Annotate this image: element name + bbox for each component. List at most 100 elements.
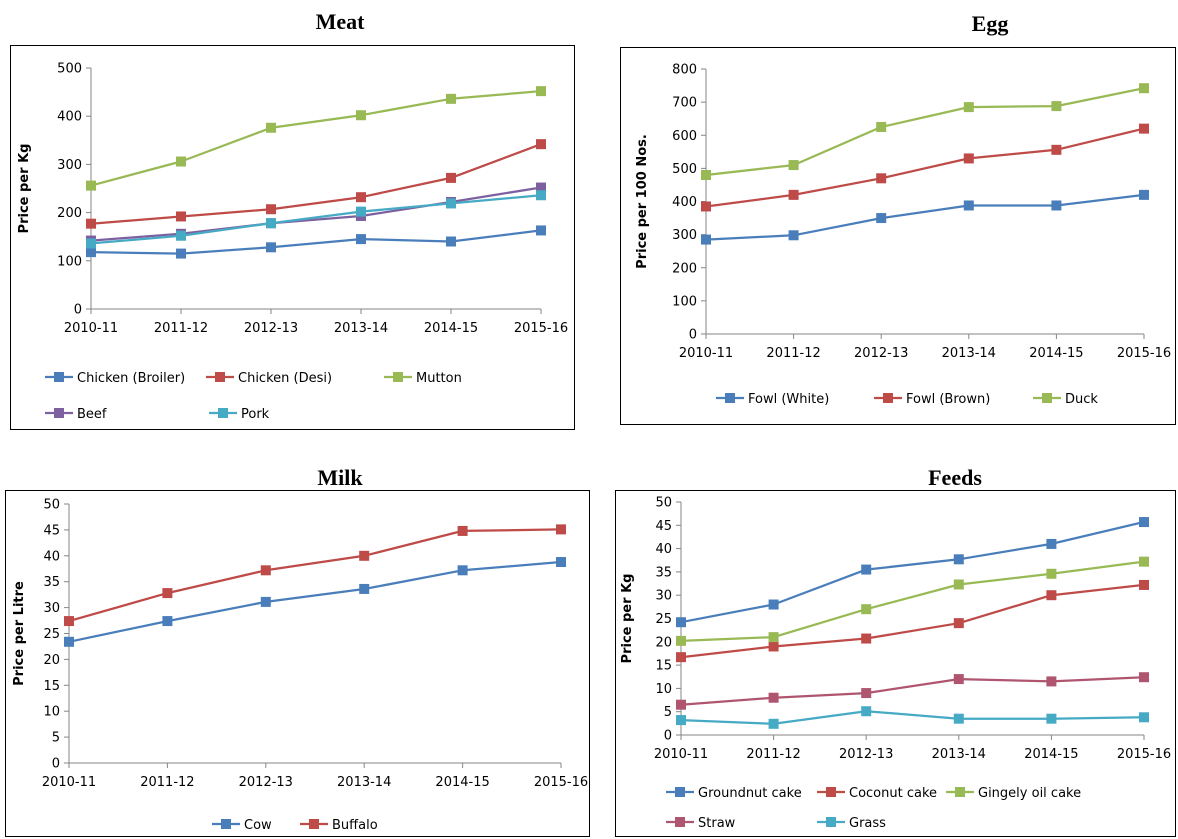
meat-point-mutton (176, 156, 186, 167)
meat-y-tick-label: 0 (74, 303, 82, 318)
egg-x-tick-label: 2014-15 (1029, 346, 1083, 361)
milk-y-tick-label: 5 (52, 731, 60, 746)
milk-y-tick-label: 25 (43, 627, 60, 642)
egg-chart-panel: 0 100 200 300 400 500 600 700 800 2010-11 2011-12 2… (620, 47, 1176, 425)
milk-y-tick-label: 50 (43, 498, 60, 513)
egg-y-tick-label: 300 (672, 228, 697, 243)
meat-point-chicken-desi (266, 204, 276, 215)
egg-point-fowl-brown (876, 173, 887, 184)
milk-x-tick-label: 2014-15 (435, 775, 489, 790)
meat-y-tick-label: 200 (57, 206, 82, 221)
feeds-legend-label-groundnut-cake: Groundnut cake (698, 786, 802, 801)
milk-chart: 0 5 10 15 20 25 30 35 40 45 50 2010-11 2011-12 2012-1… (12, 498, 588, 834)
feeds-legend-marker-straw (675, 817, 685, 827)
feeds-point-gingely-oil-cake (1046, 568, 1057, 579)
egg-legend-label-fowl-white: Fowl (White) (748, 392, 829, 407)
milk-legend-label-cow: Cow (244, 818, 272, 833)
egg-point-fowl-brown (963, 153, 974, 164)
egg-x-tick-label: 2010-11 (679, 346, 733, 361)
feeds-y-tick-label: 40 (655, 542, 672, 557)
milk-point-cow (64, 636, 74, 647)
egg-y-tick-label: 600 (672, 129, 697, 144)
meat-y-tick-label: 100 (57, 254, 82, 269)
meat-point-pork (536, 190, 546, 201)
milk-x-tick-label: 2010-11 (42, 775, 96, 790)
feeds-point-grass (953, 713, 964, 724)
feeds-legend-marker-grass (826, 817, 836, 827)
feeds-legend-label-straw: Straw (698, 816, 736, 831)
milk-point-cow (260, 596, 271, 607)
meat-legend-label-chicken-desi: Chicken (Desi) (238, 371, 332, 386)
milk-y-tick-label: 45 (43, 523, 60, 538)
egg-point-fowl-white (788, 230, 799, 241)
milk-point-buffalo (64, 616, 74, 627)
milk-y-tick-label: 20 (43, 653, 60, 668)
meat-point-chicken-broiler (356, 234, 366, 245)
egg-point-fowl-brown (1051, 144, 1062, 155)
meat-point-pork (176, 230, 186, 241)
milk-point-cow (359, 583, 370, 594)
feeds-y-tick-label: 5 (664, 705, 672, 720)
meat-x-tick-label: 2014-15 (424, 321, 478, 336)
meat-point-pork (356, 206, 366, 217)
milk-y-tick-label: 0 (52, 757, 60, 772)
meat-y-axis-label: Price per Kg (17, 144, 32, 234)
egg-point-fowl-white (1051, 200, 1062, 211)
feeds-x-tick-label: 2012-13 (839, 747, 893, 762)
feeds-point-grass (676, 715, 686, 726)
feeds-x-tick-label: 2014-15 (1024, 747, 1078, 762)
meat-point-mutton (356, 110, 366, 121)
feeds-point-grass (768, 718, 779, 729)
feeds-point-straw (861, 688, 872, 699)
egg-series-line-fowl-white (705, 193, 1145, 241)
milk-y-tick-label: 30 (43, 601, 60, 616)
feeds-y-tick-label: 25 (655, 612, 672, 627)
meat-point-pork (446, 198, 456, 209)
meat-series-line-chicken-broiler (90, 229, 542, 255)
milk-point-buffalo (457, 525, 468, 536)
feeds-point-straw (1046, 676, 1057, 687)
milk-chart-panel: 0 5 10 15 20 25 30 35 40 45 50 2010-11 2011-12 2012-1… (5, 490, 590, 837)
feeds-legend-marker-gingely-oil-cake (955, 787, 965, 797)
feeds-point-coconut-cake (1139, 579, 1149, 590)
feeds-y-tick-label: 20 (655, 635, 672, 650)
feeds-legend-marker-groundnut-cake (675, 787, 685, 797)
meat-point-chicken-desi (86, 218, 96, 229)
feeds-point-groundnut-cake (1046, 538, 1057, 549)
meat-point-pork (86, 238, 96, 249)
meat-series-line-chicken-desi (90, 143, 542, 225)
meat-chart-panel: 0 100 200 300 400 500 2010-11 2011-12 2012-13 201… (10, 45, 575, 430)
feeds-point-coconut-cake (953, 618, 964, 629)
egg-point-duck (1051, 101, 1062, 112)
egg-point-duck (876, 121, 887, 132)
feeds-legend-label-grass: Grass (849, 816, 886, 831)
meat-legend-label-beef: Beef (77, 407, 107, 422)
egg-series-line-fowl-brown (705, 127, 1145, 208)
egg-legend-marker-fowl-brown (883, 393, 893, 403)
milk-point-cow (162, 616, 173, 627)
meat-x-tick-label: 2013-14 (334, 321, 388, 336)
feeds-point-gingely-oil-cake (861, 604, 872, 615)
meat-point-pork (266, 218, 276, 229)
feeds-y-tick-label: 35 (655, 565, 672, 580)
egg-point-fowl-white (963, 200, 974, 211)
meat-y-tick-label: 500 (57, 62, 82, 77)
meat-series-line-beef (90, 186, 542, 242)
egg-y-tick-label: 700 (672, 96, 697, 111)
egg-legend-marker-fowl-white (725, 393, 735, 403)
egg-point-duck (963, 102, 974, 113)
meat-point-chicken-desi (356, 192, 366, 203)
egg-chart-title: Egg (971, 11, 1009, 36)
meat-point-chicken-desi (446, 172, 456, 183)
egg-legend-label-fowl-brown: Fowl (Brown) (906, 392, 990, 407)
egg-legend-marker-duck (1042, 393, 1052, 403)
feeds-point-coconut-cake (1046, 590, 1057, 601)
meat-point-chicken-broiler (536, 225, 546, 236)
feeds-point-grass (861, 706, 872, 717)
feeds-point-grass (1139, 712, 1149, 723)
feeds-point-straw (768, 692, 779, 703)
egg-y-tick-label: 800 (672, 63, 697, 78)
feeds-legend-label-gingely-oil-cake: Gingely oil cake (978, 786, 1081, 801)
meat-x-tick-label: 2011-12 (154, 321, 208, 336)
meat-y-tick-label: 400 (57, 110, 82, 125)
